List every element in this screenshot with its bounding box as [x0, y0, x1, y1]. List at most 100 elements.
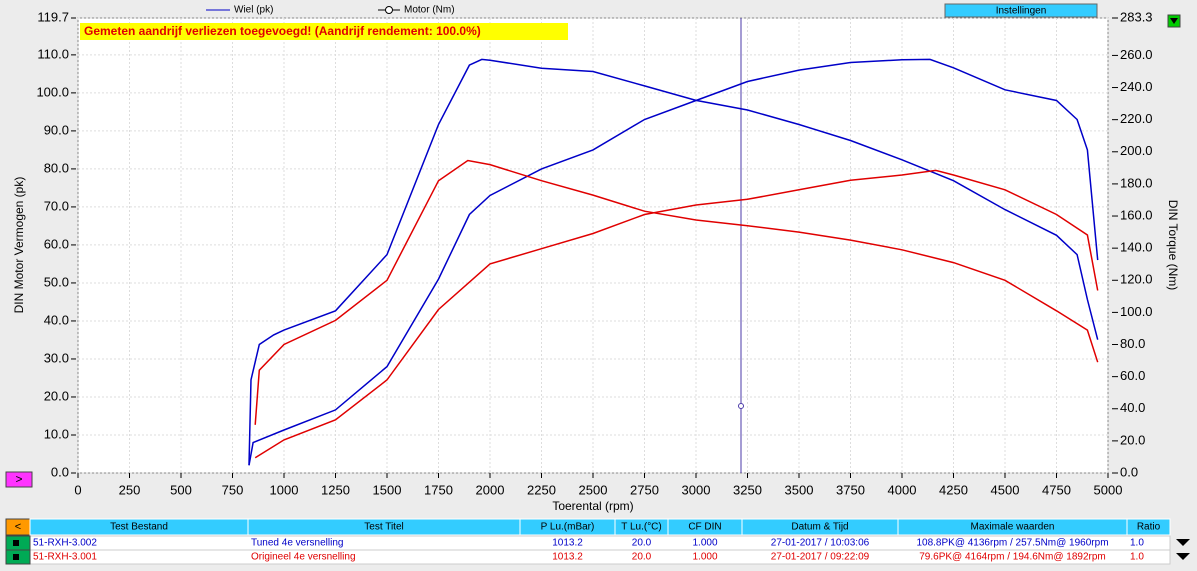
y2-tick-label: 200.0 — [1120, 143, 1153, 158]
row-text: 27-01-2017 / 10:03:06 — [771, 538, 870, 549]
y2-tick-label: 283.3 — [1120, 9, 1153, 24]
y2-tick-label: 140.0 — [1120, 240, 1153, 255]
legend-entry: Wiel (pk) — [234, 5, 273, 16]
y2-axis-title: DIN Torque (Nm) — [1166, 200, 1180, 290]
row-checkbox — [13, 540, 19, 546]
x-axis-title: Toerental (rpm) — [552, 499, 633, 513]
x-tick-label: 500 — [170, 482, 192, 497]
y2-tick-label: 220.0 — [1120, 111, 1153, 126]
settings-label[interactable]: Instellingen — [996, 6, 1047, 17]
x-tick-label: 3500 — [785, 482, 814, 497]
x-tick-label: 4250 — [939, 482, 968, 497]
row-text: 1013.2 — [552, 552, 583, 563]
settings-button[interactable] — [944, 3, 1098, 18]
y2-tick-label: 0.0 — [1120, 464, 1138, 479]
y-tick-label: 110.0 — [37, 46, 69, 61]
line-series — [254, 169, 1099, 459]
row-text: 1.0 — [1130, 552, 1144, 563]
x-tick-label: 1750 — [424, 482, 453, 497]
table-toggle-label[interactable]: < — [15, 521, 21, 533]
header-text: Datum & Tijd — [791, 522, 848, 533]
x-tick-label: 1500 — [373, 482, 402, 497]
annotation-box — [80, 23, 568, 40]
annotation: Gemeten aandrijf verliezen toegevoegd! (… — [84, 24, 481, 38]
row-text: 20.0 — [632, 552, 652, 563]
x-tick-label: 3000 — [682, 482, 711, 497]
y-tick-label: 50.0 — [44, 274, 69, 289]
row-text: 51-RXH-3.001 — [33, 552, 97, 563]
x-tick-label: 2500 — [579, 482, 608, 497]
x-tick-label: 2750 — [630, 482, 659, 497]
y2-tick-label: 20.0 — [1120, 432, 1145, 447]
row-dropdown[interactable] — [1176, 539, 1190, 546]
row-text: 1.000 — [692, 538, 717, 549]
plot-area — [77, 17, 1109, 474]
x-tick-label: 4750 — [1042, 482, 1071, 497]
prev-button[interactable] — [5, 471, 33, 488]
y-axis-title: DIN Motor Vermogen (pk) — [12, 177, 26, 314]
x-tick-label: 3750 — [836, 482, 865, 497]
y-tick-label: 70.0 — [44, 198, 69, 213]
y2-tick-label: 160.0 — [1120, 207, 1153, 222]
y2-tick-label: 260.0 — [1120, 47, 1153, 62]
y-tick-label: 60.0 — [44, 236, 69, 251]
y-tick-label: 119.7 — [37, 9, 69, 24]
row-text: 1.000 — [692, 552, 717, 563]
x-tick-label: 2000 — [476, 482, 505, 497]
x-tick-label: 250 — [119, 482, 141, 497]
header-text: P Lu.(mBar) — [541, 522, 595, 533]
x-tick-label: 1000 — [270, 482, 299, 497]
row-dropdown[interactable] — [1176, 553, 1190, 560]
table: < Test Bestand Test Titel P Lu.(mBar) T Lu.(… — [5, 518, 1190, 565]
row-checkbox — [13, 554, 19, 560]
line-series — [248, 58, 1099, 466]
row-text: 79.6PK@ 4164rpm / 194.6Nm@ 1892rpm — [919, 552, 1106, 563]
y-tick-label: 90.0 — [44, 122, 69, 137]
y2-tick-label: 180.0 — [1120, 175, 1153, 190]
y-tick-label: 20.0 — [44, 388, 69, 403]
x-tick-label: 0 — [74, 482, 81, 497]
header-text: Test Titel — [364, 522, 403, 533]
y2-tick-label: 60.0 — [1120, 368, 1145, 383]
cursor-marker — [738, 403, 744, 409]
row-text: 1.0 — [1130, 538, 1144, 549]
x-tick-label: 1250 — [321, 482, 350, 497]
row-text: 108.8PK@ 4136rpm / 257.5Nm@ 1960rpm — [916, 538, 1108, 549]
row-text: 27-01-2017 / 09:22:09 — [771, 552, 870, 563]
y2-tick-label: 80.0 — [1120, 336, 1145, 351]
x-tick-label: 3250 — [733, 482, 762, 497]
row-text: 51-RXH-3.002 — [33, 538, 97, 549]
header-text: Ratio — [1137, 522, 1161, 533]
legend-entry: Motor (Nm) — [404, 5, 455, 16]
y-tick-label: 0.0 — [51, 464, 69, 479]
row-text: Tuned 4e versnelling — [251, 538, 343, 549]
row-text: Origineel 4e versnelling — [251, 552, 356, 563]
dropdown-arrow — [1170, 18, 1178, 24]
header-text: Maximale waarden — [971, 522, 1055, 533]
prev-label[interactable]: > — [15, 472, 22, 486]
x-tick-label: 2250 — [527, 482, 556, 497]
x-tick-label: 5000 — [1094, 482, 1123, 497]
header-cell — [1126, 518, 1171, 536]
y-tick-label: 40.0 — [44, 312, 69, 327]
y2-tick-label: 100.0 — [1120, 304, 1153, 319]
x-tick-label: 4500 — [991, 482, 1020, 497]
y-tick-label: 30.0 — [44, 350, 69, 365]
y-tick-label: 80.0 — [44, 160, 69, 175]
y-tick-label: 100.0 — [36, 84, 69, 99]
x-tick-label: 4000 — [888, 482, 917, 497]
legend-marker — [385, 6, 393, 14]
y2-tick-label: 120.0 — [1120, 272, 1153, 287]
line-series — [254, 159, 1099, 425]
header-text: T Lu.(°C) — [621, 522, 662, 533]
row-text: 20.0 — [632, 538, 652, 549]
y-tick-label: 10.0 — [44, 426, 69, 441]
row-text: 1013.2 — [552, 538, 583, 549]
y2-tick-label: 40.0 — [1120, 400, 1145, 415]
header-text: Test Bestand — [110, 522, 168, 533]
header-text: CF DIN — [688, 522, 721, 533]
x-tick-label: 750 — [222, 482, 244, 497]
y2-tick-label: 240.0 — [1120, 79, 1153, 94]
